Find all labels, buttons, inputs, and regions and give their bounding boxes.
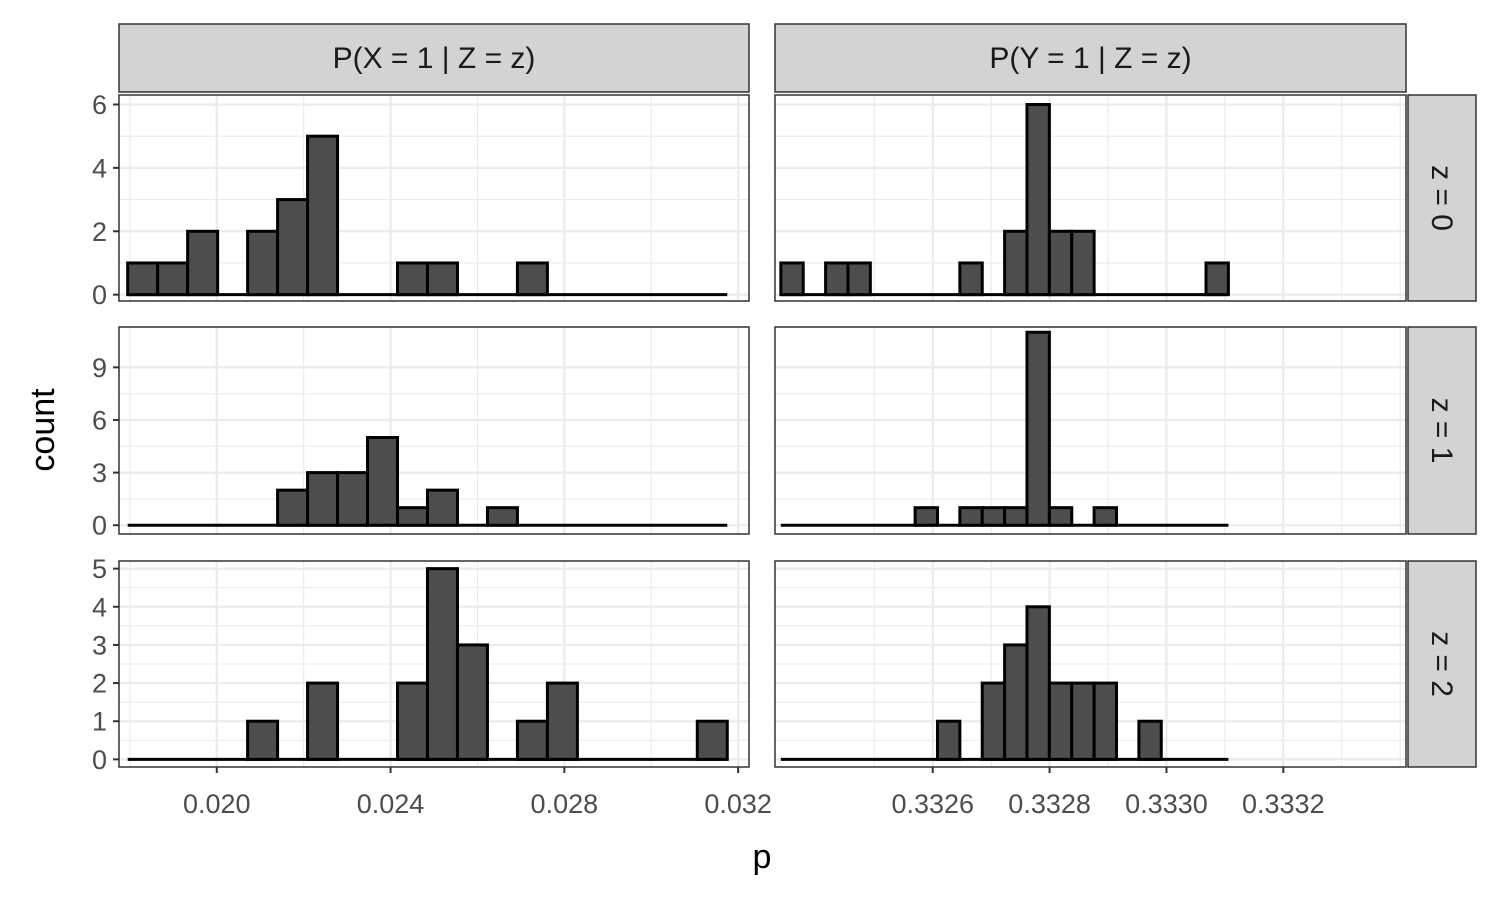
histogram-bar [1025,103,1051,297]
y-tick-label: 2 [92,669,107,699]
panel-border [118,560,750,768]
histogram-bar [1092,681,1118,761]
y-tick-label: 3 [92,458,107,488]
histogram-bar [980,506,1007,527]
histogram-bar [246,229,280,297]
axes: 0 2 4 6 0 3 6 9 0 1 2 3 4 5 0.020 0.024 0.028 0.032 0.3326… [92,90,1325,819]
panels [118,94,1407,768]
histogram-bar [246,719,280,761]
histogram-bar [779,261,805,297]
y-tick-label: 1 [92,707,107,737]
facet-strip-row-label: z = 2 [1425,631,1458,697]
histogram-bar [695,719,729,761]
facet-strip-row-label: z = 1 [1425,398,1458,464]
panel-border [774,94,1407,302]
histogram-bar [958,506,984,527]
x-tick-label: 0.024 [357,789,425,819]
histogram-bar [1047,681,1074,761]
histogram-bar [824,261,850,297]
histogram-bar [186,229,220,297]
histogram-bar [515,719,549,761]
histogram-bar [1092,506,1118,527]
histogram-bar [396,506,429,527]
histogram-bar [306,134,340,297]
panel-1-1 [774,326,1407,535]
histogram-bar [306,471,340,527]
facet-strip-row [1407,94,1477,302]
panel-2-1 [774,560,1407,768]
panel-background [775,327,1406,534]
facet-strips: P(X = 1 | Z = z) P(Y = 1 | Z = z) z = 0 z =… [118,23,1477,768]
x-tick-label: 0.3330 [1125,789,1208,819]
histogram-bar [1047,506,1074,527]
histogram-bar [425,261,459,297]
x-tick-label: 0.028 [531,789,599,819]
histogram-bar [396,261,429,297]
y-tick-label: 5 [92,554,107,584]
panel-2-0 [118,560,750,768]
histogram-bar [958,261,984,297]
histogram-bar [366,436,400,527]
histogram-bar [1003,643,1029,761]
histogram-bar [425,567,459,761]
x-tick-label: 0.3332 [1242,789,1325,819]
panel-border [774,560,1407,768]
histogram-bar [306,681,340,761]
x-tick-label: 0.032 [704,789,772,819]
facet-strip-row [1407,560,1477,768]
x-tick-label: 0.3328 [1008,789,1091,819]
y-tick-label: 2 [92,217,107,247]
histogram-bar [126,261,160,297]
panel-0-1 [774,94,1407,302]
histogram-bar [455,643,489,761]
histogram-bar [1070,229,1096,297]
y-tick-label: 0 [92,280,107,310]
facet-strip-column [118,23,750,93]
histogram-bar [1204,261,1230,297]
panel-1-0 [118,326,750,535]
histogram-bar [545,681,579,761]
panel-border [774,326,1407,535]
histogram-bar [1003,506,1029,527]
histogram-bar [1070,681,1096,761]
facet-strip-row [1407,326,1477,535]
histogram-bar [485,506,519,527]
histogram-bar [1047,229,1074,297]
y-axis-title: count [24,388,62,472]
facet-strip-row-label: z = 0 [1425,165,1458,231]
histogram-bar [1003,229,1029,297]
histogram-bar [156,261,190,297]
panel-0-0 [118,94,750,302]
facet-strip-column-label: P(Y = 1 | Z = z) [989,42,1191,75]
histogram-bar [425,488,459,527]
x-tick-label: 0.3326 [891,789,974,819]
facet-strip-column-label: P(X = 1 | Z = z) [333,42,536,75]
y-tick-label: 9 [92,353,107,383]
histogram-bar [276,198,310,297]
histogram-bar [1025,605,1051,761]
y-tick-label: 4 [92,592,107,622]
panel-border [118,326,750,535]
y-tick-label: 6 [92,90,107,120]
panel-border [118,94,750,302]
histogram-bar [1137,719,1163,761]
histogram-bar [935,719,962,761]
y-tick-label: 3 [92,630,107,660]
y-tick-label: 4 [92,153,107,183]
y-tick-label: 0 [92,511,107,541]
histogram-bar [515,261,549,297]
histogram-bar [396,681,429,761]
histogram-bar [980,681,1007,761]
histogram-bar [1025,330,1051,527]
x-tick-label: 0.020 [183,789,251,819]
y-tick-label: 6 [92,405,107,435]
histogram-bar [846,261,872,297]
facet-strip-column [774,23,1407,93]
histogram-bar [336,471,370,527]
y-tick-label: 0 [92,745,107,775]
histogram-bar [913,506,939,527]
histogram-bar [276,488,310,527]
x-axis-title: p [753,838,772,876]
